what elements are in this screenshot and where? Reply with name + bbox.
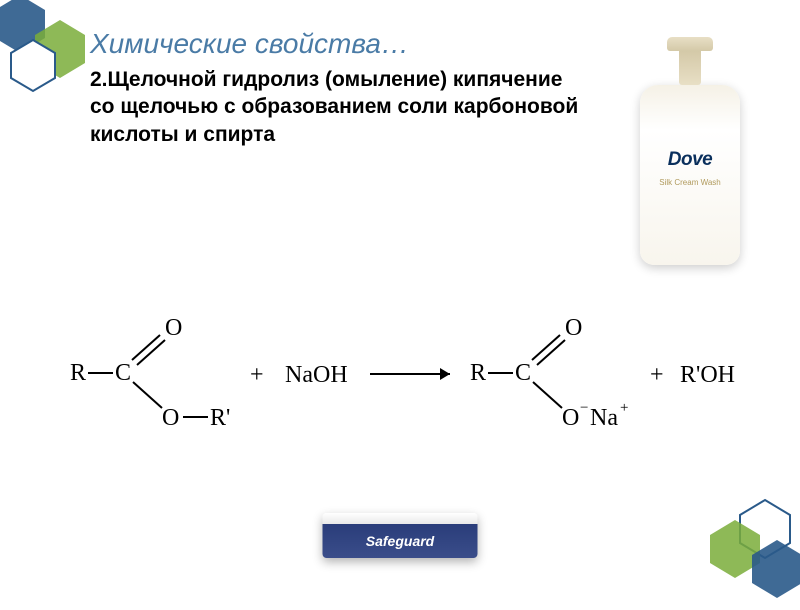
- safeguard-brand-label: Safeguard: [366, 533, 434, 549]
- reagent1-R: R: [70, 360, 86, 386]
- subtitle-text: 2.Щелочной гидролиз (омыление) кипячение…: [90, 66, 590, 148]
- reagent1-Otop: O: [165, 315, 182, 341]
- product1-R: R: [470, 360, 486, 386]
- product1-C: C: [515, 360, 531, 386]
- product1-Na: Na: [590, 405, 618, 431]
- plus2: +: [650, 362, 664, 388]
- reagent2: NaOH: [285, 362, 348, 388]
- reagent1-C: C: [115, 360, 131, 386]
- product1-Obot: O: [562, 405, 579, 431]
- product-safeguard-bar: Safeguard: [323, 513, 478, 558]
- product-dove-bottle: Dove Silk Cream Wash: [640, 85, 740, 265]
- dove-brand-label: Dove: [668, 149, 712, 171]
- plus1: +: [250, 362, 264, 388]
- product1-minus: −: [580, 400, 588, 416]
- product2: R'OH: [680, 362, 735, 388]
- chemical-reaction: R C O O R' + NaOH R C O: [50, 310, 750, 440]
- title-text: Химические свойства…: [90, 28, 409, 59]
- product1-plus: +: [620, 400, 628, 416]
- dove-pump: [667, 37, 713, 85]
- reagent1-Rprime: R': [210, 405, 230, 431]
- reagent1-Obot: O: [162, 405, 179, 431]
- page-title: Химические свойства…: [90, 28, 740, 60]
- product1-Otop: O: [565, 315, 582, 341]
- dove-sublabel: Silk Cream Wash: [650, 179, 730, 188]
